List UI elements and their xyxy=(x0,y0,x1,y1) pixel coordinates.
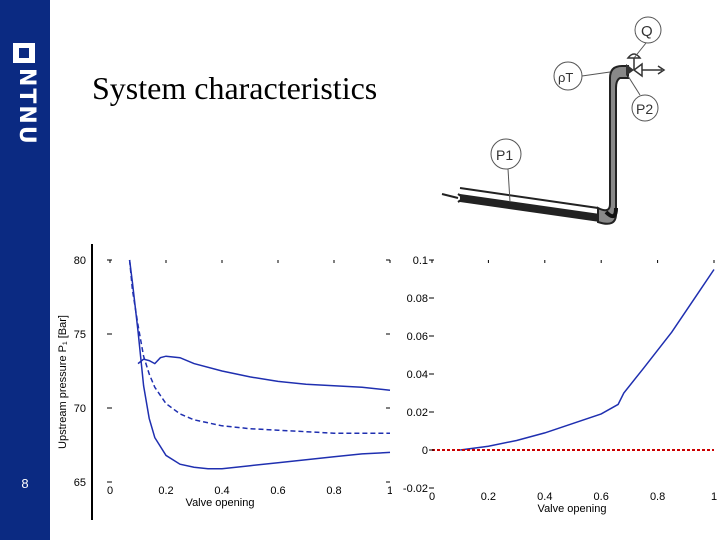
series-line-3 xyxy=(128,259,391,470)
left-ylabel: Upstream pressure P₁ [Bar] xyxy=(57,315,69,449)
ntnu-logo-icon xyxy=(13,43,35,63)
chart-upstream-pressure: 0 0.2 0.4 0.6 0.8 1 65 70 75 80 Valve opening Ups… xyxy=(50,244,396,520)
label-p1: P1 xyxy=(496,147,513,163)
y-tick-label: 0.1 xyxy=(413,255,428,267)
pipe-diagram: Q ρT P2 P1 xyxy=(441,16,666,225)
y-tick-label: 0.02 xyxy=(407,407,428,419)
x-tick-label: 1 xyxy=(387,485,393,497)
slide-title: System characteristics xyxy=(92,70,378,106)
y-tick-label: 65 xyxy=(74,477,86,489)
x-tick-label: 0.8 xyxy=(326,485,341,497)
x-tick-label: 1 xyxy=(711,491,717,503)
x-tick-label: 0.6 xyxy=(594,491,609,503)
right-xlabel: Valve opening xyxy=(538,503,607,515)
x-tick-label: 0.6 xyxy=(270,485,285,497)
label-density: ρT xyxy=(558,70,573,85)
y-tick-label: 0.06 xyxy=(407,331,428,343)
label-p2: P2 xyxy=(636,101,653,117)
inlet-pipe xyxy=(460,194,600,222)
y-tick-label: -0.02 xyxy=(403,483,428,495)
logo-text: NTNU xyxy=(6,68,44,172)
y-tick-label: 75 xyxy=(74,329,86,341)
x-tick-label: 0.4 xyxy=(537,491,552,503)
series-line-1 xyxy=(460,269,715,451)
sidebar: NTNU 8 xyxy=(0,0,50,540)
valve-icon xyxy=(626,64,634,76)
right-plot-area xyxy=(432,269,715,451)
x-tick-label: 0 xyxy=(429,491,435,503)
y-tick-label: 0.08 xyxy=(407,293,428,305)
left-ticks: 0 0.2 0.4 0.6 0.8 1 65 70 75 80 xyxy=(74,255,393,497)
label-flow: Q xyxy=(641,23,653,40)
x-tick-label: 0.2 xyxy=(158,485,173,497)
x-tick-label: 0 xyxy=(107,485,113,497)
x-tick-label: 0.4 xyxy=(214,485,229,497)
left-xlabel: Valve opening xyxy=(186,497,255,509)
y-tick-label: 0.04 xyxy=(407,369,428,381)
left-plot-area xyxy=(128,259,391,470)
page-number: 8 xyxy=(21,476,29,491)
chart-valve-opening: 0 0.2 0.4 0.6 0.8 1-0.0200.020.040.060.080.1 … xyxy=(392,244,720,520)
y-tick-label: 70 xyxy=(74,403,86,415)
series-line-1 xyxy=(137,355,391,391)
x-tick-label: 0.2 xyxy=(481,491,496,503)
riser-pipe xyxy=(597,65,629,225)
x-tick-label: 0.8 xyxy=(650,491,665,503)
logo-wordmark: NTNU xyxy=(14,68,39,146)
series-line-2 xyxy=(128,259,390,434)
y-tick-label: 0 xyxy=(422,445,428,457)
y-tick-label: 80 xyxy=(74,255,86,267)
